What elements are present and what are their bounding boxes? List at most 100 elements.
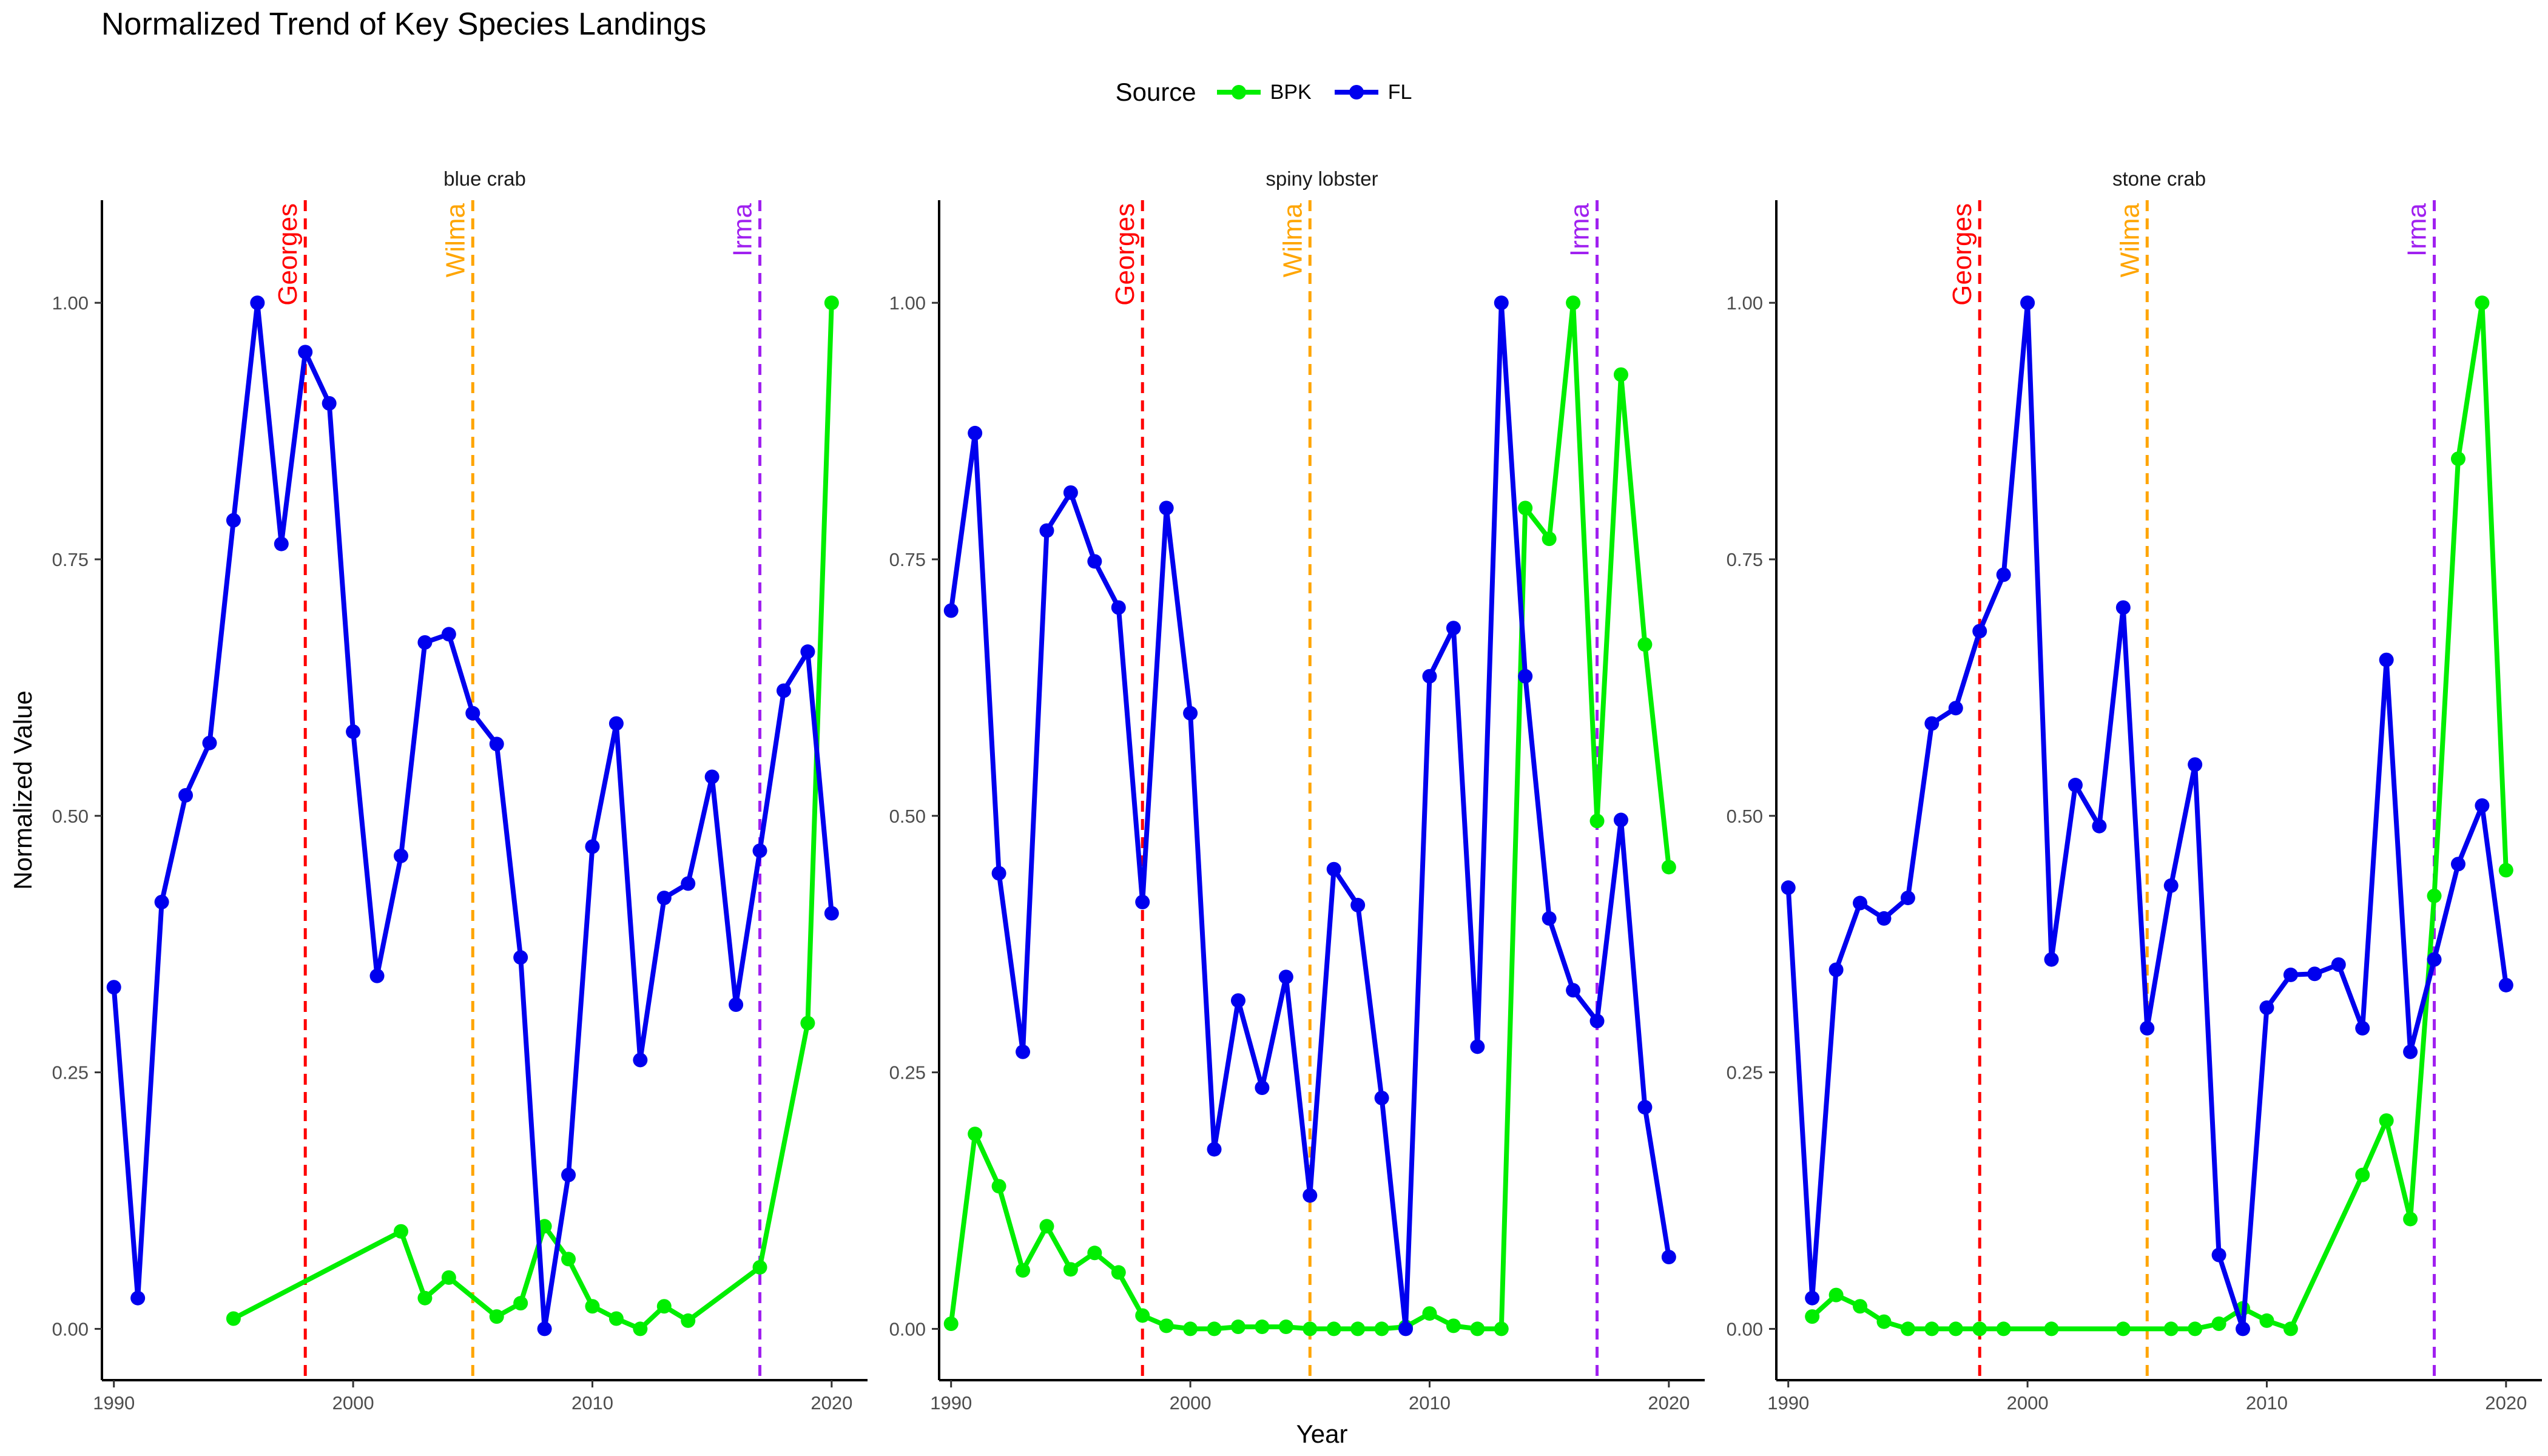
x-tick-label-stone-crab: 1990 xyxy=(1767,1392,1809,1414)
data-point-fl-stone-crab xyxy=(2283,967,2298,982)
data-point-fl-spiny-lobster xyxy=(1422,669,1437,684)
data-point-fl-spiny-lobster xyxy=(1039,523,1054,538)
data-point-fl-spiny-lobster xyxy=(1255,1080,1270,1095)
data-point-fl-blue-crab xyxy=(178,787,194,803)
y-tick-label-spiny-lobster: 0.00 xyxy=(889,1318,926,1340)
data-point-fl-spiny-lobster xyxy=(1637,1100,1653,1115)
data-point-bpk-spiny-lobster xyxy=(1326,1321,1341,1336)
data-point-fl-blue-crab xyxy=(417,635,433,650)
data-point-bpk-stone-crab xyxy=(2403,1212,2418,1227)
data-point-bpk-blue-crab xyxy=(824,295,839,311)
data-point-fl-stone-crab xyxy=(2020,295,2035,311)
panel-title-blue-crab: blue crab xyxy=(443,167,526,190)
data-point-fl-stone-crab xyxy=(2211,1247,2226,1262)
data-point-bpk-blue-crab xyxy=(633,1321,648,1336)
data-point-bpk-spiny-lobster xyxy=(1303,1321,1318,1336)
y-tick-label-stone-crab: 0.50 xyxy=(1727,806,1763,827)
data-point-bpk-stone-crab xyxy=(2355,1167,2370,1182)
data-point-bpk-stone-crab xyxy=(2163,1321,2179,1336)
data-point-bpk-stone-crab xyxy=(1805,1309,1820,1324)
event-label-wilma-stone-crab: Wilma xyxy=(2115,203,2145,277)
event-label-wilma-blue-crab: Wilma xyxy=(440,203,470,277)
x-tick-label-spiny-lobster: 2010 xyxy=(1409,1392,1451,1414)
data-point-fl-stone-crab xyxy=(2403,1044,2418,1059)
y-tick-label-spiny-lobster: 0.25 xyxy=(889,1062,926,1084)
x-tick-label-spiny-lobster: 2020 xyxy=(1648,1392,1690,1414)
series-line-bpk-stone-crab xyxy=(1810,300,2509,1332)
data-point-fl-blue-crab xyxy=(752,843,767,858)
data-point-fl-blue-crab xyxy=(561,1167,576,1182)
data-point-bpk-spiny-lobster xyxy=(1183,1321,1198,1336)
data-point-fl-blue-crab xyxy=(298,345,313,360)
data-point-fl-stone-crab xyxy=(2188,757,2203,772)
data-point-bpk-spiny-lobster xyxy=(1159,1318,1174,1333)
data-point-fl-blue-crab xyxy=(274,536,289,551)
panel-title-spiny-lobster: spiny lobster xyxy=(1266,167,1378,190)
data-point-bpk-spiny-lobster xyxy=(1374,1321,1389,1336)
data-point-bpk-blue-crab xyxy=(441,1270,456,1285)
data-point-fl-blue-crab xyxy=(608,716,624,731)
data-point-bpk-spiny-lobster xyxy=(1230,1320,1245,1335)
data-point-fl-stone-crab xyxy=(1876,911,1892,926)
y-tick-label-blue-crab: 0.50 xyxy=(52,806,89,827)
y-axis-title: Normalized Value xyxy=(8,690,37,889)
data-point-fl-stone-crab xyxy=(2427,952,2442,967)
data-point-bpk-spiny-lobster xyxy=(1255,1320,1270,1335)
data-point-bpk-stone-crab xyxy=(2283,1321,2298,1336)
data-point-bpk-stone-crab xyxy=(1996,1321,2011,1336)
data-point-bpk-blue-crab xyxy=(226,1311,241,1326)
data-point-fl-blue-crab xyxy=(681,876,696,891)
data-point-fl-stone-crab xyxy=(2236,1321,2251,1336)
data-point-bpk-stone-crab xyxy=(1900,1321,1915,1336)
data-point-fl-stone-crab xyxy=(2092,818,2107,834)
x-tick-label-blue-crab: 2000 xyxy=(332,1392,374,1414)
event-label-irma-stone-crab: Irma xyxy=(2402,203,2432,257)
event-label-georges-stone-crab: Georges xyxy=(1947,203,1977,306)
data-point-bpk-spiny-lobster xyxy=(1016,1263,1031,1278)
data-point-bpk-stone-crab xyxy=(1972,1321,1987,1336)
data-point-fl-spiny-lobster xyxy=(1566,983,1581,998)
x-tick-label-spiny-lobster: 1990 xyxy=(930,1392,972,1414)
data-point-bpk-stone-crab xyxy=(2475,295,2490,311)
y-tick-label-blue-crab: 0.25 xyxy=(52,1062,89,1084)
data-point-fl-stone-crab xyxy=(2044,952,2059,967)
data-point-fl-blue-crab xyxy=(369,968,385,983)
data-point-fl-stone-crab xyxy=(2307,966,2322,982)
y-tick-label-stone-crab: 0.75 xyxy=(1727,549,1763,570)
data-point-bpk-spiny-lobster xyxy=(1422,1306,1437,1321)
data-point-bpk-stone-crab xyxy=(2259,1313,2274,1328)
y-tick-label-stone-crab: 0.25 xyxy=(1727,1062,1763,1084)
data-point-fl-blue-crab xyxy=(776,683,791,698)
x-tick-label-stone-crab: 2000 xyxy=(2007,1392,2049,1414)
data-point-fl-spiny-lobster xyxy=(1470,1039,1485,1054)
data-point-bpk-spiny-lobster xyxy=(1039,1219,1054,1234)
data-point-bpk-spiny-lobster xyxy=(1613,367,1628,382)
data-point-fl-stone-crab xyxy=(1948,701,1963,716)
data-point-bpk-spiny-lobster xyxy=(1350,1321,1366,1336)
data-point-fl-spiny-lobster xyxy=(1087,554,1102,569)
event-label-georges-blue-crab: Georges xyxy=(273,203,303,306)
data-point-fl-spiny-lobster xyxy=(968,425,983,440)
data-point-bpk-blue-crab xyxy=(800,1016,815,1031)
chart-title: Normalized Trend of Key Species Landings xyxy=(101,7,707,42)
legend-label-fl: FL xyxy=(1387,80,1412,104)
data-point-bpk-spiny-lobster xyxy=(1207,1321,1222,1336)
data-point-fl-spiny-lobster xyxy=(1278,969,1293,985)
y-tick-label-stone-crab: 0.00 xyxy=(1727,1318,1763,1340)
x-axis-title: Year xyxy=(1296,1420,1348,1448)
data-point-bpk-spiny-lobster xyxy=(1087,1245,1102,1261)
data-point-bpk-blue-crab xyxy=(417,1290,433,1306)
data-point-fl-stone-crab xyxy=(1972,624,1987,639)
data-point-bpk-spiny-lobster xyxy=(1470,1321,1485,1336)
data-point-bpk-blue-crab xyxy=(681,1313,696,1328)
data-point-fl-spiny-lobster xyxy=(943,603,959,618)
x-tick-label-blue-crab: 2010 xyxy=(571,1392,613,1414)
data-point-fl-spiny-lobster xyxy=(1063,485,1078,500)
data-point-bpk-blue-crab xyxy=(489,1309,504,1324)
x-tick-label-stone-crab: 2010 xyxy=(2246,1392,2288,1414)
data-point-fl-spiny-lobster xyxy=(1303,1188,1318,1203)
data-point-bpk-spiny-lobster xyxy=(991,1179,1006,1194)
data-point-fl-stone-crab xyxy=(2331,957,2346,972)
data-point-fl-stone-crab xyxy=(1996,567,2011,582)
data-point-fl-blue-crab xyxy=(824,906,839,921)
